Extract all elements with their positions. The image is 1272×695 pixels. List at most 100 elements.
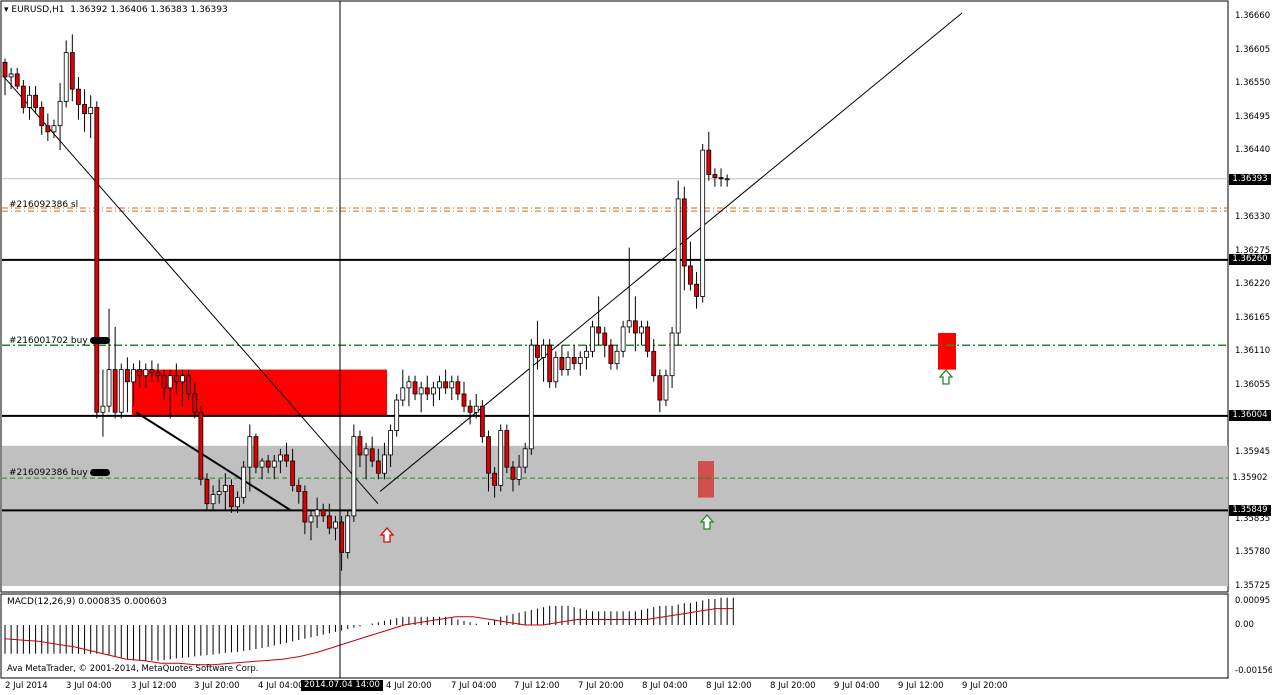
candle-body [602, 332, 608, 346]
candle-body [345, 515, 351, 553]
candle-body [455, 381, 461, 395]
candle-body [45, 125, 51, 133]
price-tick-label: 1.35780 [1235, 547, 1271, 558]
candle-body [76, 88, 81, 105]
time-tick-label: 7 Jul 04:00 [451, 681, 497, 691]
chart-expand-icon[interactable]: ▾ [4, 5, 12, 15]
price-tick-label: 1.36550 [1235, 78, 1271, 89]
candle-body [700, 149, 706, 297]
candle-body [320, 509, 326, 517]
candle-body [125, 369, 130, 383]
candle-body [706, 149, 712, 175]
candle-body [167, 375, 173, 389]
candle-body [596, 326, 602, 334]
redacted-mark [89, 337, 110, 344]
candle-body [180, 375, 185, 383]
candle-body [498, 430, 504, 486]
candle-body [663, 375, 669, 401]
candle-body [412, 381, 418, 395]
candle-body [241, 466, 247, 499]
candle-body [284, 454, 289, 462]
candle-body [547, 344, 553, 383]
macd-signal-line [4, 608, 734, 666]
candle-body [473, 405, 479, 413]
candle-body [357, 436, 363, 456]
time-tick-label: 4 Jul 04:00 [258, 681, 304, 691]
arrows-layer [379, 369, 954, 543]
gray-zone [2, 445, 1228, 586]
candle-body [443, 381, 449, 389]
candle-body [290, 460, 296, 486]
time-tick-label: 3 Jul 12:00 [131, 681, 177, 691]
candle-body [173, 375, 179, 383]
candle-body [608, 344, 614, 364]
candle-body [651, 350, 657, 377]
candle-body [467, 405, 473, 413]
price-tick-label: 1.36055 [1235, 379, 1271, 390]
price-tick-label: 1.36220 [1235, 279, 1271, 290]
candle-body [8, 73, 14, 78]
candle-body [308, 515, 314, 523]
candle-body [63, 52, 69, 102]
candle-body [82, 103, 87, 114]
level-tag: 1.35849 [1229, 505, 1271, 516]
candle-body [657, 375, 663, 401]
time-tick-label: 4 Jul 20:00 [386, 681, 432, 691]
candle-body [418, 387, 424, 395]
bid-price-tag: 1.36393 [1229, 174, 1271, 185]
candle-body [724, 178, 730, 181]
candle-body [681, 198, 687, 267]
candle-body [253, 436, 259, 468]
candle-body [675, 198, 681, 334]
candle-body [2, 61, 8, 78]
red-zone [938, 333, 956, 370]
order-buy2-text: #216092386 buy [9, 468, 88, 478]
candle-body [565, 356, 571, 370]
candle-body [192, 393, 198, 413]
candle-body [216, 491, 222, 495]
order-buy1-label: #216001702 buy [9, 336, 110, 347]
candle-body [204, 478, 210, 505]
candle-body [271, 460, 277, 468]
price-tick-label: 1.36495 [1235, 111, 1271, 122]
price-tick-label: 1.35725 [1235, 581, 1271, 591]
candle-body [479, 405, 485, 438]
candle-body [247, 436, 253, 468]
time-tick-label: 8 Jul 04:00 [642, 681, 688, 691]
candle-body [57, 100, 63, 127]
candle-body [528, 344, 534, 450]
candle-body [235, 497, 240, 508]
macd-tick: 0.00095 [1235, 596, 1271, 606]
candle-body [639, 326, 644, 334]
candle-body [486, 436, 491, 474]
candle-body [620, 326, 626, 352]
candle-body [33, 94, 38, 108]
time-tick-label: 7 Jul 12:00 [514, 681, 560, 691]
candle-body [112, 369, 118, 413]
candle-body [382, 454, 387, 474]
red-zone [698, 461, 714, 498]
price-tick-label: 1.36330 [1235, 212, 1271, 223]
candle-body [694, 283, 699, 297]
time-tick-label: 3 Jul 04:00 [66, 681, 112, 691]
up-arrow-icon [699, 514, 715, 530]
time-tick-label: 8 Jul 12:00 [706, 681, 752, 691]
candles-layer [2, 34, 730, 571]
time-tick-label: 2 Jul 2014 [5, 681, 48, 691]
candle-body [718, 177, 724, 180]
candle-body [614, 350, 620, 364]
candle-body [14, 73, 20, 87]
candle-body [69, 52, 75, 90]
horizontal-lines-layer [2, 178, 1228, 512]
order-sl-label: #216092386 sl [9, 200, 79, 210]
candle-body [516, 466, 522, 480]
price-tick-label: 1.35945 [1235, 446, 1271, 457]
candle-body [198, 411, 204, 480]
watermark: Ava MetaTrader, © 2001-2014, MetaQuotes … [7, 664, 259, 674]
candle-body [669, 332, 675, 377]
candle-body [131, 369, 136, 383]
candle-body [688, 265, 693, 285]
macd-tick: -0.001565 [1235, 666, 1272, 676]
macd-tick: 0.00 [1235, 620, 1254, 630]
